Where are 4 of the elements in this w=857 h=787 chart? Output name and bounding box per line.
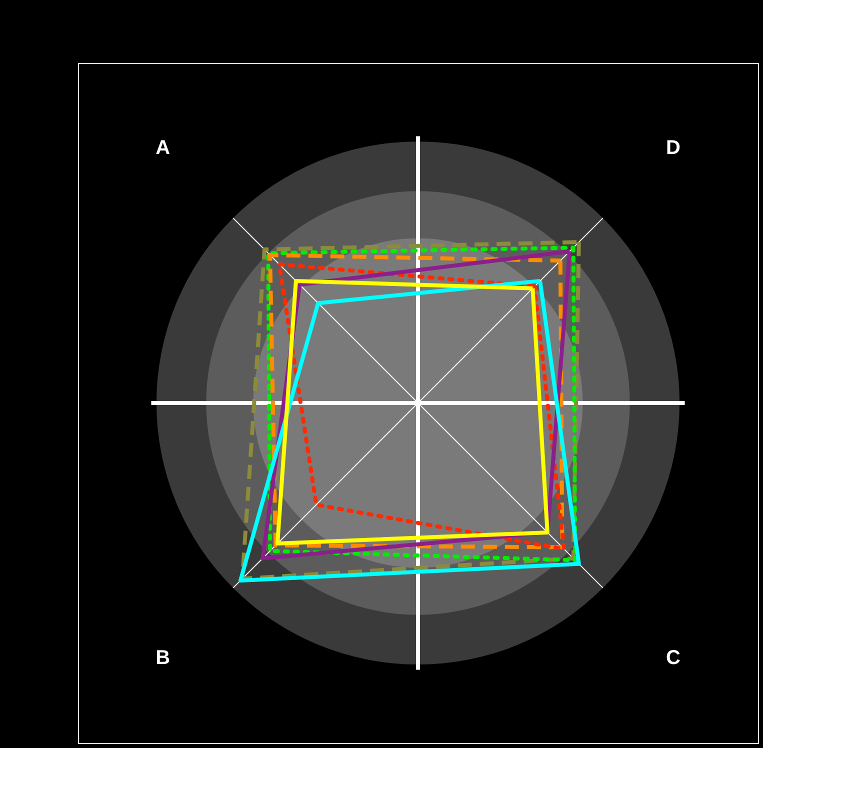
spoke-label: B [156,647,170,670]
spoke-label: C [666,647,680,670]
spoke-label: D [666,136,680,159]
spoke-label: A [156,136,170,159]
